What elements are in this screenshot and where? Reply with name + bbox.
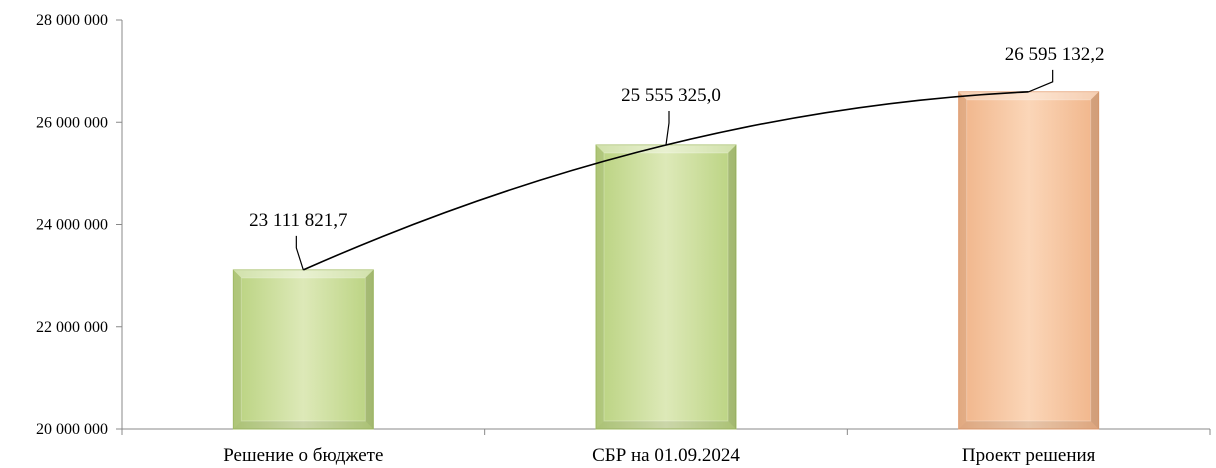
bar-bevel-left <box>233 269 242 429</box>
bar <box>232 269 374 430</box>
bar-bevel-bottom <box>233 421 374 429</box>
bar-face <box>240 277 366 422</box>
bar-bevel-top <box>596 144 736 153</box>
bar-bevel-left <box>596 144 604 429</box>
bar-bevel-top <box>233 269 374 278</box>
x-category-label: Решение о бюджете <box>223 445 383 466</box>
y-tick-label: 28 000 000 <box>36 12 108 29</box>
data-label-leader <box>1028 69 1054 93</box>
bar-bevel-right <box>365 269 374 429</box>
bars <box>232 91 1100 430</box>
bar <box>958 91 1100 430</box>
x-category-label: Проект решения <box>962 445 1096 466</box>
data-label: 23 111 821,7 <box>249 210 347 231</box>
bar-bevel-bottom <box>958 421 1099 429</box>
labels: 20 000 000 22 000 000 24 000 000 26 000 000… <box>36 12 1105 466</box>
data-label: 26 595 132,2 <box>1005 44 1105 65</box>
bar-bevel-left <box>958 91 967 430</box>
data-label: 25 555 325,0 <box>621 85 721 106</box>
bar-body <box>958 91 1100 430</box>
y-tick-label: 20 000 000 <box>36 421 108 438</box>
y-tick-label: 22 000 000 <box>36 319 108 336</box>
y-tick-label: 26 000 000 <box>36 114 108 131</box>
data-label-leader <box>665 110 670 146</box>
y-tick-label: 24 000 000 <box>36 217 108 234</box>
trendline <box>295 69 1054 271</box>
bar <box>595 144 737 430</box>
bar-bevel-top <box>958 91 1099 100</box>
data-label-leader <box>295 235 304 271</box>
bar-body <box>232 269 374 430</box>
bar-face <box>603 152 729 422</box>
x-category-label: СБР на 01.09.2024 <box>592 445 740 466</box>
bar-bevel-bottom <box>596 421 736 429</box>
bar-bevel-right <box>728 144 736 429</box>
bar-body <box>595 144 737 430</box>
bar-bevel-right <box>1090 91 1099 430</box>
bar-face <box>966 99 1092 422</box>
